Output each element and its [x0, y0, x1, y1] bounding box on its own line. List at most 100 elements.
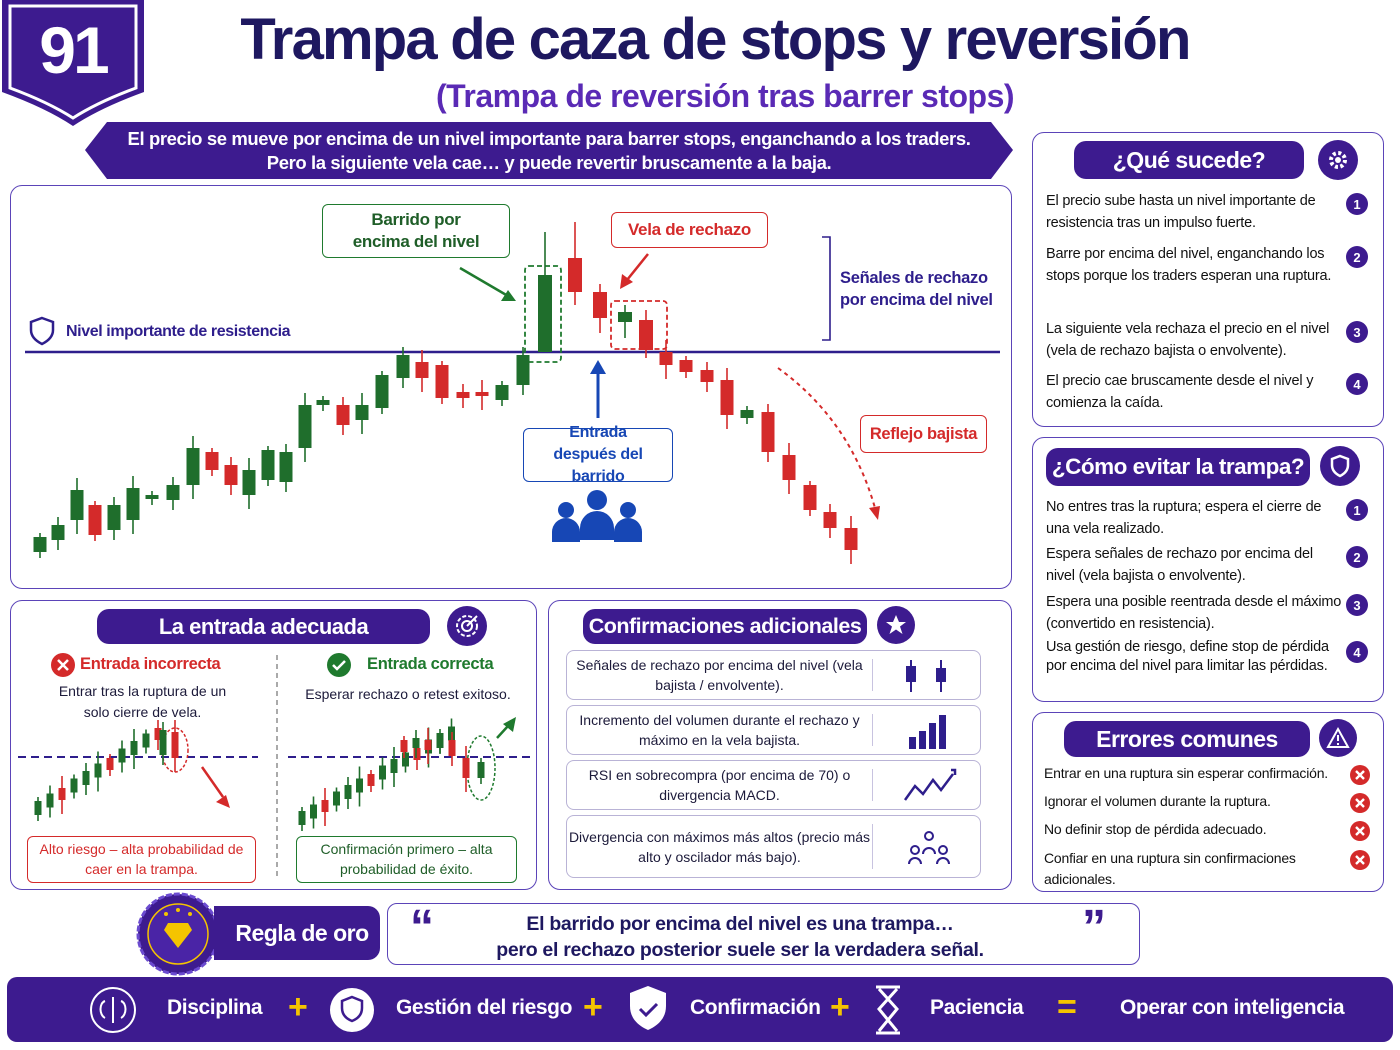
error-icon [1350, 765, 1370, 785]
shape-rect [495, 385, 509, 400]
candle [46, 785, 54, 818]
shape-rect [154, 728, 162, 740]
shape-path [57, 659, 69, 671]
candle [118, 740, 126, 773]
candle [823, 504, 837, 538]
candle [720, 368, 734, 429]
candle [568, 222, 582, 305]
avoid-item: No entres tras la ruptura; espera el cie… [1046, 499, 1322, 537]
shape-rect [906, 666, 916, 682]
shape-rect [367, 774, 375, 786]
shape-rect [171, 732, 179, 758]
shape-svg [903, 768, 957, 801]
quote-line: pero el rechazo posterior suele ser la v… [496, 939, 984, 961]
separator [872, 714, 873, 746]
intro-line: El precio se mueve por encima de un nive… [127, 128, 971, 149]
confirm-text: RSI en sobrecompra (por encima de 70) o … [588, 767, 851, 803]
shape-svg [886, 615, 906, 634]
candle [310, 796, 317, 829]
target-icon [447, 606, 487, 646]
shape-line [459, 266, 509, 298]
candle [261, 446, 275, 486]
candle [333, 787, 340, 812]
shape-rect [919, 731, 926, 749]
shape-rect [402, 752, 409, 767]
candle [355, 393, 369, 434]
candle [70, 478, 84, 534]
candle [356, 766, 363, 807]
main-chart [25, 222, 1000, 564]
warning-icon [1319, 719, 1357, 757]
shape-rect [46, 793, 54, 808]
separator [872, 659, 873, 691]
candle [106, 754, 114, 776]
candle [33, 533, 47, 558]
confirm-icon [879, 656, 979, 696]
avoid-item: Espera una posible reentrada desde el má… [1046, 594, 1342, 632]
confirm-row: Divergencia con máximos más altos (preci… [566, 815, 981, 878]
candle [679, 356, 693, 378]
shape-circle [1329, 151, 1347, 169]
shape-rect [659, 352, 673, 365]
shape-rect [740, 410, 754, 418]
candle [436, 734, 444, 754]
item-number: 2 [1346, 246, 1368, 268]
shape-rect [618, 312, 632, 322]
shape-rect [356, 778, 363, 793]
shape-circle [461, 620, 473, 632]
candle [740, 406, 754, 424]
candle [34, 797, 42, 821]
candle [205, 448, 219, 476]
shape-rect [761, 412, 775, 452]
quote: El barrido por encima del nivel es una t… [430, 911, 1050, 963]
footer-result: Operar con inteligencia [1120, 996, 1345, 1019]
shape-path [630, 986, 666, 1030]
quote-open: “ [410, 901, 434, 954]
confirm-row: Señales de rechazo por encima del nivel … [566, 650, 981, 700]
shape-svg [909, 715, 946, 749]
candle [424, 728, 432, 764]
shape-rect [939, 715, 946, 749]
shape-rect [679, 360, 693, 372]
shape-path [822, 236, 831, 341]
what-item: El precio cae bruscamente desde el nivel… [1046, 373, 1314, 411]
candle [475, 380, 489, 410]
confirm-text: Señales de rechazo por encima del nivel … [576, 657, 863, 693]
golden-title: Regla de oro [214, 906, 380, 960]
shape-path [886, 615, 906, 634]
shape-rect [336, 405, 350, 425]
shape-rect [88, 505, 102, 535]
shape-rect [316, 400, 330, 405]
candle [142, 729, 150, 754]
shape-circle [330, 988, 374, 1032]
shape-rect [413, 748, 421, 760]
shape-rect [415, 362, 429, 378]
footer-item: Confirmación [690, 996, 821, 1019]
what-item: Barre por encima del nivel, enganchando … [1046, 246, 1332, 284]
candle [396, 347, 410, 388]
candle [379, 757, 386, 790]
entry-charts [18, 653, 530, 880]
shape-path [614, 518, 642, 542]
item-number: 1 [1346, 499, 1368, 521]
avoid-item: Usa gestión de riesgo, define stop de pé… [1046, 639, 1329, 674]
shape-svg [906, 660, 946, 692]
candle [336, 397, 350, 435]
candle [51, 517, 65, 550]
shape-rect [475, 392, 489, 396]
right-title: Entrada correcta [367, 655, 494, 673]
sweep-label: Barrido por encima del nivel [322, 204, 510, 258]
shape-rect [118, 748, 126, 763]
shape-rect [126, 488, 140, 520]
confirm-icon [879, 828, 979, 868]
separator [872, 824, 873, 869]
confirm-title: Confirmaciones adicionales [583, 609, 867, 644]
avoid-item: Espera señales de rechazo por encima del… [1046, 546, 1313, 584]
x [1355, 826, 1365, 836]
shape-rect [70, 490, 84, 520]
intro-banner [85, 122, 1013, 179]
shape-rect [909, 737, 916, 749]
shape-path [552, 518, 580, 542]
shape-path [908, 846, 950, 864]
candle [639, 310, 653, 358]
